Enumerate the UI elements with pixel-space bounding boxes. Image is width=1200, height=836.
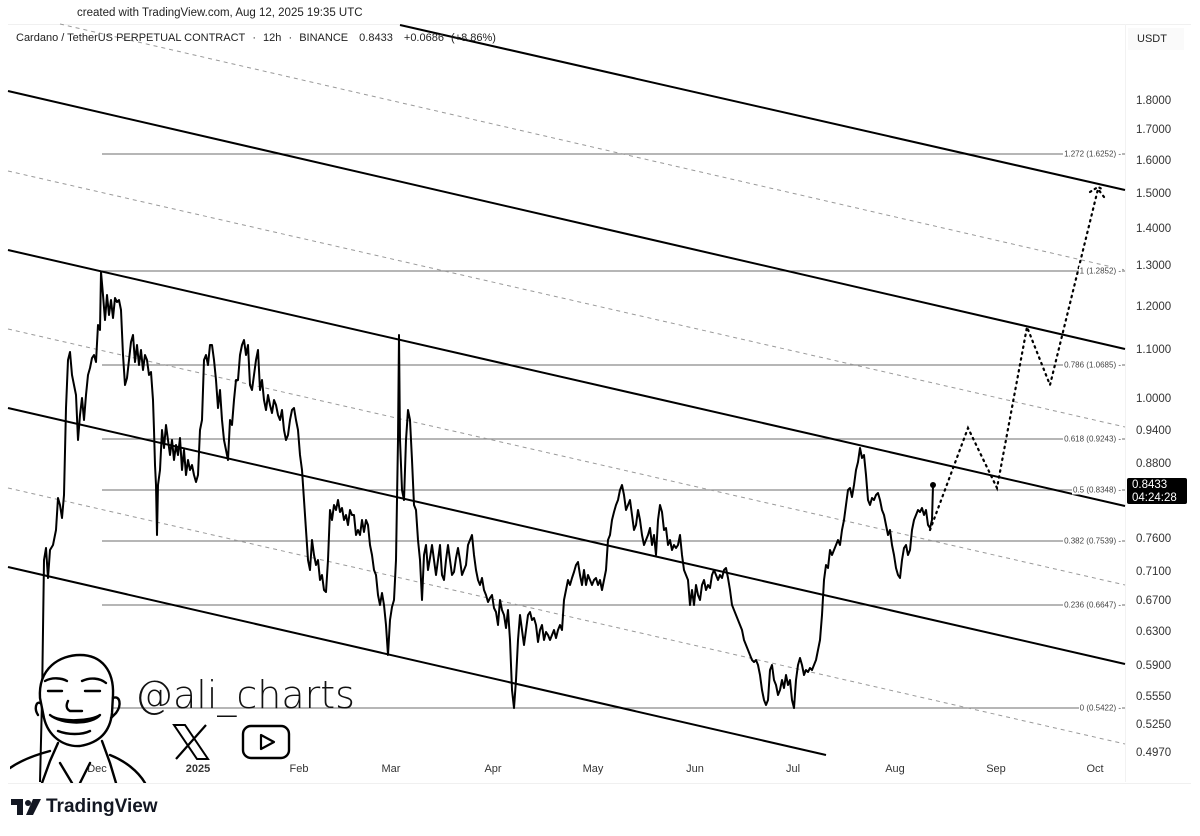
channel-line	[7, 407, 1126, 665]
fib-level-label: 0.786 (1.0685) -	[1063, 360, 1122, 370]
last-price-dot	[930, 482, 936, 488]
fibonacci-levels	[102, 153, 1125, 709]
channel-midline	[7, 170, 1126, 428]
last-price-value: 0.8433	[1132, 479, 1168, 491]
price-axis-divider	[1125, 24, 1126, 782]
time-tick-label: Aug	[885, 763, 905, 775]
legend-separator: ·	[288, 32, 293, 44]
fib-level-label: 1.272 (1.6252) -	[1063, 149, 1122, 159]
time-tick-label: May	[582, 763, 604, 775]
currency-selector[interactable]: USDT	[1128, 28, 1184, 50]
tradingview-mark-icon	[11, 799, 41, 815]
x-social-icon[interactable]	[172, 724, 210, 760]
price-tick-label: 1.3000	[1136, 260, 1172, 272]
time-tick-label: Dec	[87, 763, 107, 775]
price-tick-label: 0.7600	[1136, 533, 1172, 545]
bar-countdown: 04:24:28	[1132, 491, 1177, 504]
last-price-marker: 0.8433 04:24:28	[1127, 478, 1187, 504]
time-tick-label: Mar	[381, 763, 401, 775]
author-handle: @ali_charts	[135, 673, 355, 717]
price-tick-label: 0.5250	[1136, 719, 1172, 731]
price-tick-label: 0.5900	[1136, 660, 1172, 672]
avatar-illustration	[10, 653, 147, 783]
fib-level-label: 0.236 (0.6647) -	[1063, 600, 1122, 610]
channel-line	[399, 24, 1126, 191]
channel-midline	[7, 487, 1126, 745]
price-series-line	[39, 271, 934, 783]
price-tick-label: 0.6300	[1136, 626, 1172, 638]
price-tick-label: 0.4970	[1136, 747, 1172, 759]
fib-level-label: 0.382 (0.7539) -	[1063, 536, 1122, 546]
price-tick-label: 0.7100	[1136, 566, 1172, 578]
price-tick-label: 0.9400	[1136, 425, 1172, 437]
projection-dotted-path	[928, 186, 1106, 532]
price-tick-label: 0.8800	[1136, 458, 1172, 470]
tradingview-logo[interactable]: TradingView	[11, 796, 158, 818]
price-tick-label: 0.6700	[1136, 595, 1172, 607]
youtube-icon[interactable]	[241, 724, 291, 760]
chart-credit: created with TradingView.com, Aug 12, 20…	[77, 7, 363, 19]
time-tick-label: Oct	[1086, 763, 1104, 775]
price-tick-label: 1.7000	[1136, 124, 1172, 136]
price-tick-label: 1.4000	[1136, 223, 1172, 235]
time-tick-label: Jun	[686, 763, 704, 775]
tradingview-wordmark: TradingView	[46, 796, 158, 817]
price-tick-label: 1.8000	[1136, 95, 1172, 107]
price-tick-label: 1.2000	[1136, 301, 1172, 313]
exchange: BINANCE	[299, 32, 349, 44]
channel-midline	[59, 23, 1126, 271]
time-tick-label: 2025	[185, 763, 211, 775]
price-line	[39, 271, 936, 783]
fib-level-label: 0.618 (0.9243) -	[1063, 434, 1122, 444]
last-price: 0.8433	[359, 32, 393, 44]
chart-frame	[8, 24, 1191, 784]
channel-midline	[7, 328, 1126, 586]
projection-path	[928, 185, 1106, 532]
channel-line	[7, 249, 1126, 507]
price-change-percent: (+8.86%)	[451, 32, 496, 44]
fib-level-label: 0.5 (0.8348) -	[1071, 485, 1122, 495]
time-tick-label: Feb	[289, 763, 309, 775]
time-tick-label: Apr	[484, 763, 502, 775]
symbol-legend[interactable]: Cardano / TetherUS PERPETUAL CONTRACT · …	[16, 32, 500, 44]
price-tick-label: 1.6000	[1136, 155, 1172, 167]
time-tick-label: Sep	[986, 763, 1006, 775]
channel-midlines	[7, 23, 1126, 745]
price-change: +0.0686	[403, 32, 444, 44]
legend-separator: ·	[252, 32, 256, 44]
symbol-name: Cardano / TetherUS PERPETUAL CONTRACT	[16, 32, 246, 44]
time-tick-label: Jul	[785, 763, 801, 775]
interval: 12h	[263, 32, 282, 44]
channel-lines	[7, 24, 1126, 756]
price-tick-label: 1.5000	[1136, 188, 1172, 200]
price-tick-label: 1.0000	[1136, 393, 1172, 405]
channel-line	[7, 90, 1126, 350]
price-tick-label: 1.1000	[1136, 344, 1172, 356]
price-tick-label: 0.5550	[1136, 691, 1172, 703]
channel-line	[7, 566, 827, 756]
fib-level-label: 0 (0.5422) -	[1078, 703, 1122, 713]
fib-level-label: 1 (1.2852) -	[1078, 266, 1122, 276]
